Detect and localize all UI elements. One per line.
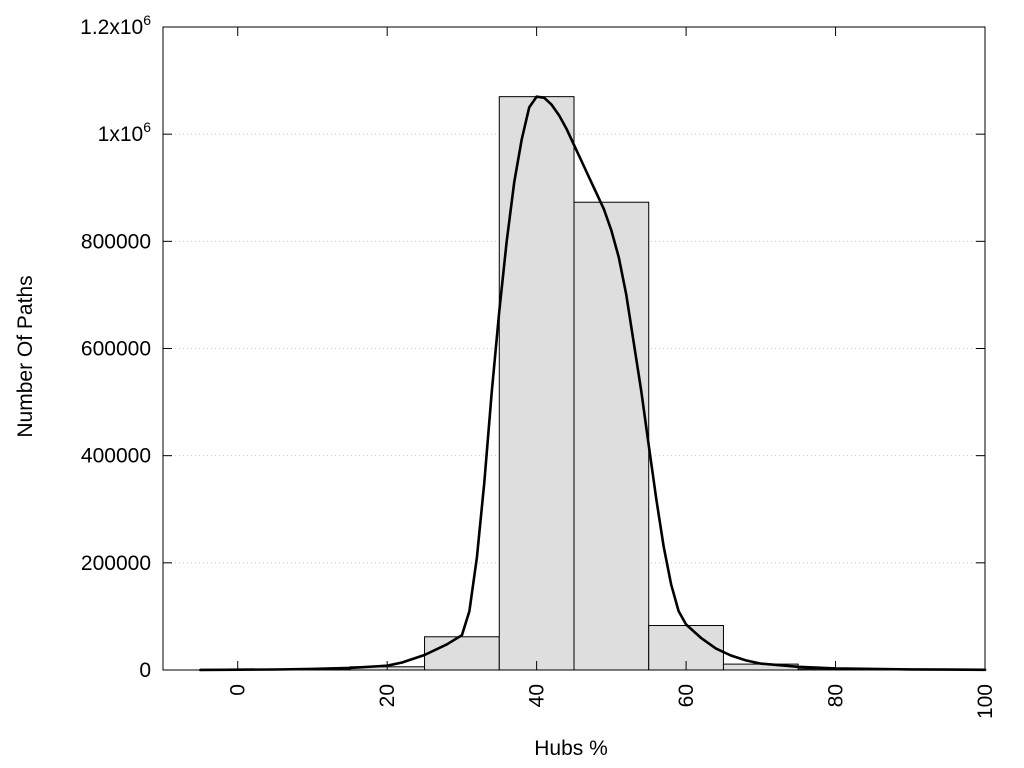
y-tick-label: 1x106 <box>98 119 152 146</box>
x-tick-label: 80 <box>825 684 848 707</box>
x-axis-title: Hubs % <box>534 737 608 760</box>
histogram-bar <box>424 636 500 671</box>
x-tick-label: 0 <box>227 684 250 696</box>
y-tick-label: 0 <box>139 659 151 682</box>
grid-layer <box>163 133 985 564</box>
y-tick-label: 600000 <box>81 338 151 361</box>
x-tick-label: 40 <box>526 684 549 707</box>
histogram-bar <box>498 96 575 671</box>
y-tick-label: 400000 <box>81 445 151 468</box>
fit-curve <box>199 95 987 672</box>
y-tick-label: 800000 <box>81 230 151 253</box>
x-tick-label: 60 <box>675 684 698 707</box>
y-tick-label: 200000 <box>81 552 151 575</box>
ticks-layer: 0 20 40 60 80 100 0 200000 400000 600000 800000 1x1… <box>80 12 997 719</box>
histogram-bar <box>573 201 650 671</box>
x-tick-label: 20 <box>376 684 399 707</box>
curve-layer <box>199 95 987 672</box>
y-axis-title: Number Of Paths <box>14 275 37 437</box>
x-tick-label: 100 <box>974 684 997 719</box>
y-tick-label: 1.2x106 <box>80 12 151 39</box>
